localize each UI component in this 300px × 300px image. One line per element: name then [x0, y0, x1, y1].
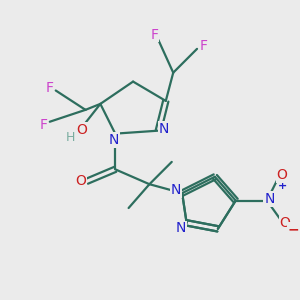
Text: H: H [65, 131, 75, 144]
Text: N: N [109, 133, 119, 147]
Text: −: − [287, 223, 299, 237]
Text: N: N [176, 221, 186, 235]
Text: O: O [76, 123, 87, 137]
Text: F: F [151, 28, 159, 42]
Text: O: O [76, 174, 86, 188]
Text: F: F [45, 80, 53, 94]
Text: N: N [171, 183, 181, 197]
Text: N: N [158, 122, 169, 136]
Text: +: + [278, 181, 287, 191]
Text: N: N [264, 192, 274, 206]
Text: F: F [39, 118, 47, 132]
Text: O: O [279, 216, 290, 230]
Text: F: F [200, 39, 208, 53]
Text: O: O [276, 168, 287, 182]
